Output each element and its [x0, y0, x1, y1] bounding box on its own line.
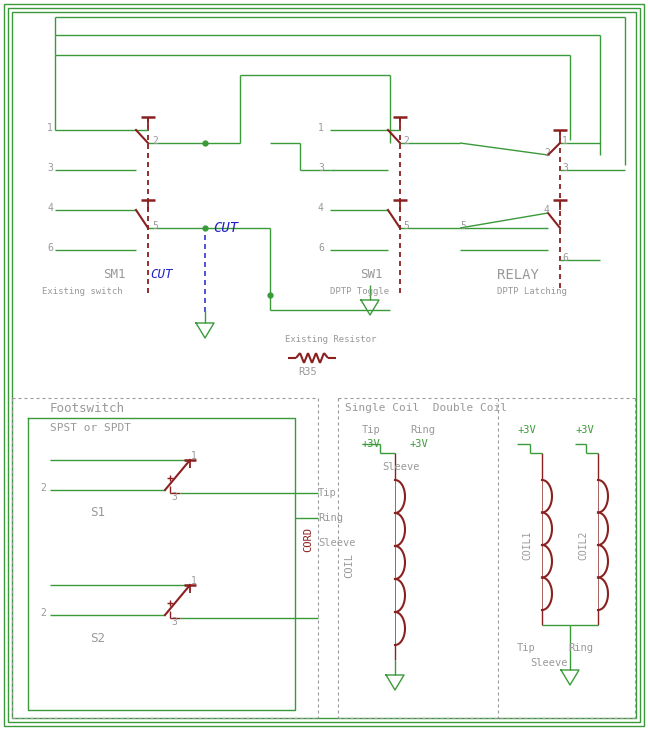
Text: SPST or SPDT: SPST or SPDT [50, 423, 131, 433]
Text: +3V: +3V [362, 439, 381, 449]
Text: DPTP Latching: DPTP Latching [497, 288, 567, 296]
Text: Existing switch: Existing switch [42, 288, 122, 296]
Text: CUT: CUT [213, 221, 238, 235]
Text: 3: 3 [562, 163, 568, 173]
Text: 3: 3 [171, 617, 177, 627]
Text: 2: 2 [403, 136, 409, 146]
Text: 4: 4 [318, 203, 324, 213]
Text: SW1: SW1 [360, 269, 382, 282]
Text: Sleeve: Sleeve [382, 462, 419, 472]
Text: Single Coil  Double Coil: Single Coil Double Coil [345, 403, 507, 413]
Text: Ring: Ring [318, 513, 343, 523]
Text: +3V: +3V [575, 425, 594, 435]
Text: 1: 1 [191, 451, 197, 461]
Text: 1: 1 [191, 576, 197, 586]
Text: 1: 1 [562, 136, 568, 146]
Text: Ring: Ring [568, 643, 593, 653]
Text: 4: 4 [47, 203, 53, 213]
Text: 2: 2 [40, 483, 46, 493]
Text: 2: 2 [544, 148, 550, 158]
Text: S2: S2 [90, 631, 105, 645]
Text: CUT: CUT [150, 269, 172, 282]
Text: Footswitch: Footswitch [50, 402, 125, 415]
Text: DPTP Toggle: DPTP Toggle [330, 288, 389, 296]
Text: Sleeve: Sleeve [530, 658, 568, 668]
Text: 5: 5 [403, 221, 409, 231]
Text: SM1: SM1 [103, 269, 126, 282]
Text: 5: 5 [460, 221, 466, 231]
Text: 3: 3 [318, 163, 324, 173]
Text: 1: 1 [318, 123, 324, 133]
Text: Tip: Tip [318, 488, 337, 498]
Text: S1: S1 [90, 507, 105, 520]
Text: R35: R35 [298, 367, 317, 377]
Text: +3V: +3V [410, 439, 429, 449]
Text: COIL2: COIL2 [578, 530, 588, 560]
Text: 3: 3 [47, 163, 53, 173]
Text: RELAY: RELAY [497, 268, 539, 282]
Text: Existing Resistor: Existing Resistor [285, 336, 376, 345]
Text: +3V: +3V [517, 425, 536, 435]
Text: Tip: Tip [517, 643, 536, 653]
Text: 2: 2 [152, 136, 158, 146]
Text: Tip: Tip [362, 425, 381, 435]
Text: 6: 6 [562, 253, 568, 263]
Text: 1: 1 [47, 123, 53, 133]
Text: Sleeve: Sleeve [318, 538, 356, 548]
Text: CORD: CORD [303, 528, 313, 553]
Text: 6: 6 [318, 243, 324, 253]
Text: 5: 5 [152, 221, 158, 231]
Text: 4: 4 [544, 205, 550, 215]
Text: 2: 2 [40, 608, 46, 618]
Text: COIL1: COIL1 [522, 530, 532, 560]
Text: COIL: COIL [344, 553, 354, 577]
Text: 6: 6 [47, 243, 53, 253]
Text: Ring: Ring [410, 425, 435, 435]
Text: 3: 3 [171, 492, 177, 502]
